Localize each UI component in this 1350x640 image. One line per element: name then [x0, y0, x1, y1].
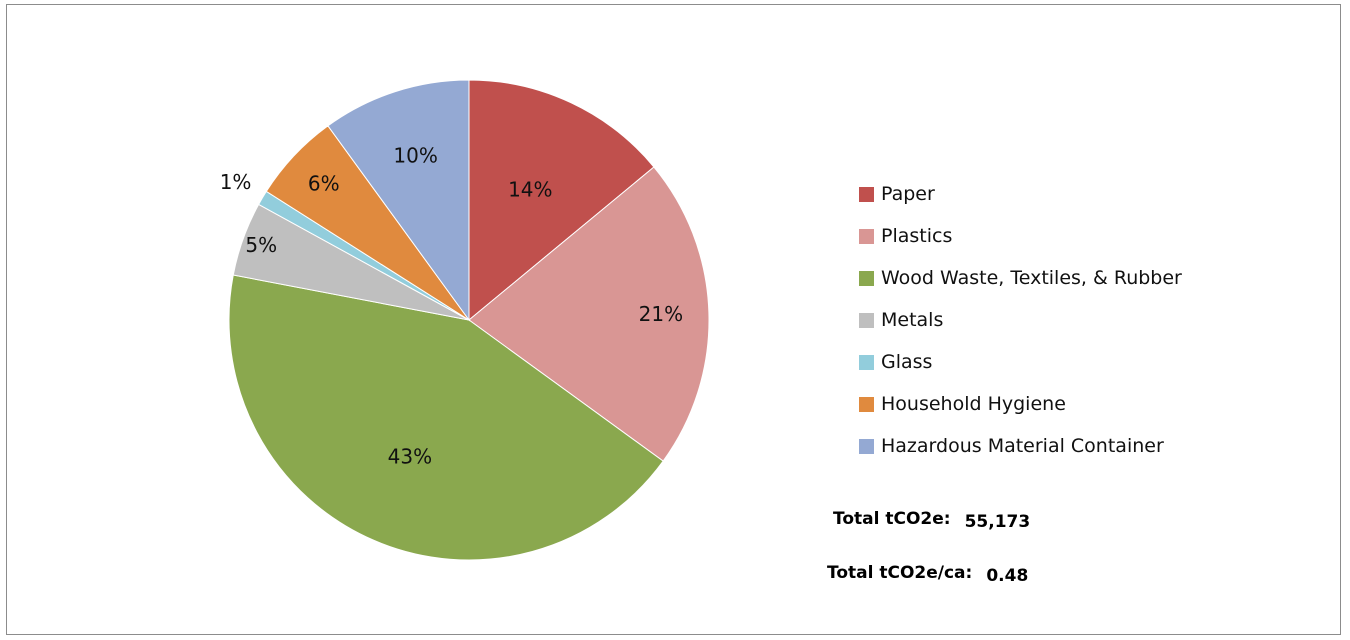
legend-item-hazardous-material-container: Hazardous Material Container [859, 425, 1182, 467]
data-label-glass: 1% [220, 170, 252, 194]
data-label-hazardous-material-container: 10% [393, 144, 437, 168]
legend-item-glass: Glass [859, 341, 1182, 383]
total-emissions-value: 55,173 [964, 512, 1031, 532]
total-per-capita: Total tCO2e/ca: 0.48 [827, 563, 1029, 586]
pie-slice-wood-waste-textiles-rubber [228, 274, 664, 561]
legend-swatch-hazardous-material-container [859, 438, 874, 454]
legend: Paper Plastics Wood Waste, Textiles, & Rub… [859, 173, 1182, 467]
legend-swatch-metals [859, 312, 874, 328]
legend-swatch-wood-waste-textiles-rubber [859, 270, 874, 286]
legend-label-hazardous-material-container: Hazardous Material Container [881, 435, 1164, 457]
legend-label-plastics: Plastics [881, 225, 953, 247]
legend-item-plastics: Plastics [859, 215, 1182, 257]
legend-item-household-hygiene: Household Hygiene [859, 383, 1182, 425]
total-emissions-label: Total tCO2e: [833, 509, 951, 529]
chart-area: 14% 21% 43% 5% 1% 6% 10% Paper Plastics Wood Was… [6, 4, 1341, 635]
data-label-wood-waste-textiles-rubber: 43% [388, 445, 432, 469]
data-label-plastics: 21% [639, 302, 683, 326]
legend-label-wood-waste-textiles-rubber: Wood Waste, Textiles, & Rubber [881, 267, 1182, 289]
data-label-paper: 14% [508, 178, 552, 202]
legend-label-household-hygiene: Household Hygiene [881, 393, 1066, 415]
pie-slice-hazardous-material-container [327, 79, 470, 322]
legend-item-paper: Paper [859, 173, 1182, 215]
pie-chart: 14% 21% 43% 5% 1% 6% 10% [220, 79, 710, 561]
legend-swatch-paper [859, 186, 874, 202]
data-label-household-hygiene: 6% [308, 172, 340, 196]
pie-slice-paper [468, 79, 655, 322]
legend-swatch-glass [859, 354, 874, 370]
legend-label-metals: Metals [881, 309, 944, 331]
legend-swatch-household-hygiene [859, 396, 874, 412]
pie-slice-plastics [468, 166, 710, 462]
legend-label-paper: Paper [881, 183, 935, 205]
total-per-capita-value: 0.48 [986, 566, 1029, 586]
total-per-capita-label: Total tCO2e/ca: [827, 563, 973, 583]
legend-item-metals: Metals [859, 299, 1182, 341]
total-emissions: Total tCO2e: 55,173 [833, 509, 1031, 532]
legend-label-glass: Glass [881, 351, 933, 373]
legend-item-wood-waste-textiles-rubber: Wood Waste, Textiles, & Rubber [859, 257, 1182, 299]
legend-swatch-plastics [859, 228, 874, 244]
data-label-metals: 5% [245, 233, 277, 257]
